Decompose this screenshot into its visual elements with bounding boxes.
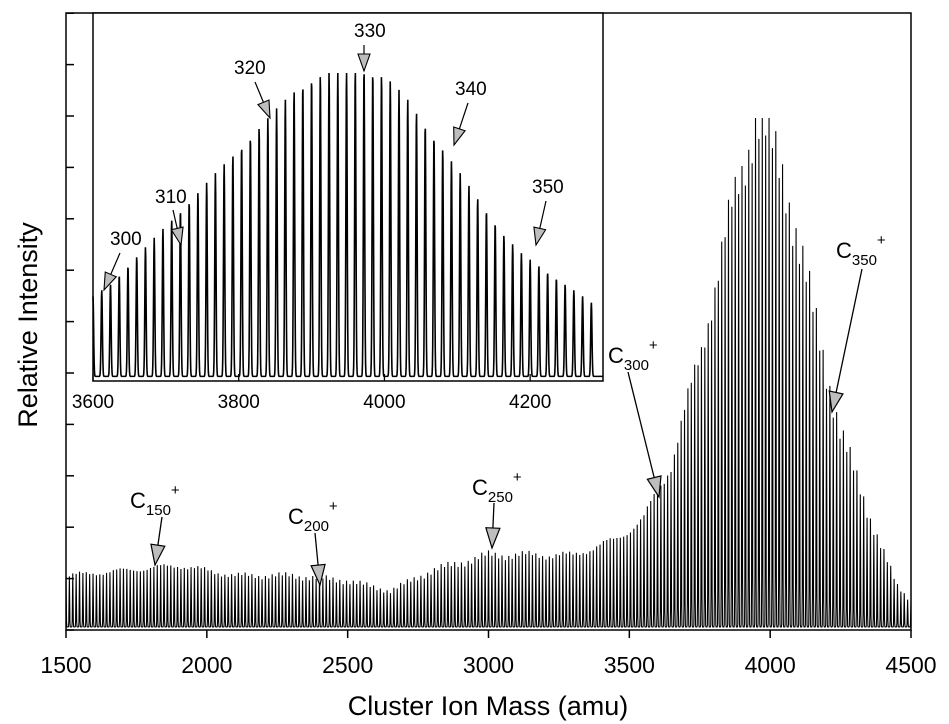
inset-annotation-arrowhead — [533, 226, 547, 247]
cluster-label-sub: 200 — [304, 518, 329, 535]
main-x-tick-label: 3000 — [463, 652, 514, 678]
cluster-label-sub: 150 — [146, 502, 171, 519]
cluster-annotation: C300+ — [608, 337, 662, 499]
inset-annotation-label: 330 — [354, 21, 386, 42]
inset-annotation-label: 310 — [155, 187, 187, 208]
main-x-tick-label: 2500 — [322, 652, 373, 678]
inset-x-tick-label: 3600 — [72, 392, 114, 413]
cluster-annotation: C150+ — [130, 482, 180, 567]
main-x-tick-label: 4500 — [885, 652, 936, 678]
inset-annotation: 310 — [155, 187, 187, 247]
cluster-label: C200+ — [288, 498, 338, 535]
inset-x-ticks: 3600 3800 4000 4200 — [72, 374, 551, 413]
cluster-annotation: C250+ — [472, 469, 522, 550]
cluster-annotation: C350+ — [828, 232, 886, 414]
inset-annotation-arrowhead — [170, 226, 184, 247]
x-axis-label: Cluster Ion Mass (amu) — [348, 691, 629, 721]
cluster-label: C350+ — [836, 232, 886, 269]
inset-x-tick-label: 4200 — [509, 392, 551, 413]
cluster-label-sup: + — [513, 469, 522, 486]
cluster-label: C300+ — [608, 337, 658, 374]
annotation-arrowhead — [150, 543, 166, 567]
annotation-arrow-line — [831, 268, 863, 413]
annotation-arrowhead — [310, 563, 326, 587]
main-x-tick-label: 1500 — [40, 652, 91, 678]
main-x-tick-label: 2000 — [181, 652, 232, 678]
y-axis-label: Relative Intensity — [13, 222, 43, 428]
inset-annotation: 300 — [103, 229, 142, 292]
inset-annotation-arrowhead — [256, 99, 271, 120]
inset-annotation: 330 — [354, 21, 386, 73]
inset-x-tick-label: 3800 — [218, 392, 260, 413]
cluster-label-base: C — [608, 343, 624, 368]
inset-annotation-arrowhead — [453, 126, 466, 147]
inset-annotation: 340 — [453, 79, 487, 147]
cluster-label-base: C — [836, 238, 852, 263]
main-spectrum-trace — [65, 117, 912, 628]
inset-annotation-label: 300 — [110, 229, 142, 250]
inset-annotation-arrowhead — [357, 53, 371, 73]
cluster-label-sub: 350 — [852, 252, 877, 269]
inset-plot-frame — [92, 12, 604, 382]
inset-annotation-arrowhead — [103, 271, 118, 292]
main-x-tick-label: 3500 — [604, 652, 655, 678]
cluster-label-sub: 250 — [488, 489, 513, 506]
annotation-arrowhead — [646, 475, 662, 499]
inset-annotation-label: 340 — [455, 79, 487, 100]
annotation-arrowhead — [828, 390, 844, 414]
main-x-ticks: 1500 2000 2500 3000 3500 4000 4500 — [40, 630, 937, 678]
main-y-ticks — [66, 12, 74, 631]
annotation-arrow-line — [627, 371, 660, 498]
cluster-label-sup: + — [171, 482, 180, 499]
cluster-label: C250+ — [472, 469, 522, 506]
cluster-label-base: C — [472, 475, 488, 500]
main-cluster-annotations: C150+C200+C250+C300+C350+ — [130, 232, 886, 587]
cluster-label-sup: + — [329, 498, 338, 515]
cluster-label-base: C — [130, 488, 146, 513]
inset-annotation: 350 — [532, 177, 564, 247]
inset-annotation-label: 350 — [532, 177, 564, 198]
cluster-label-sub: 300 — [624, 357, 649, 374]
cluster-annotation: C200+ — [288, 498, 338, 587]
cluster-label-base: C — [288, 504, 304, 529]
inset-x-tick-label: 4000 — [363, 392, 405, 413]
cluster-label-sup: + — [877, 232, 886, 249]
cluster-label: C150+ — [130, 482, 180, 519]
inset-annotation-label: 320 — [234, 58, 266, 79]
main-x-tick-label: 4000 — [745, 652, 796, 678]
inset-cluster-annotations: 300 310 320 330 340 350 — [103, 21, 564, 292]
inset-spectrum-trace — [92, 72, 603, 378]
cluster-label-sup: + — [649, 337, 658, 354]
inset-annotation: 320 — [234, 58, 271, 120]
annotation-arrowhead — [485, 527, 501, 550]
